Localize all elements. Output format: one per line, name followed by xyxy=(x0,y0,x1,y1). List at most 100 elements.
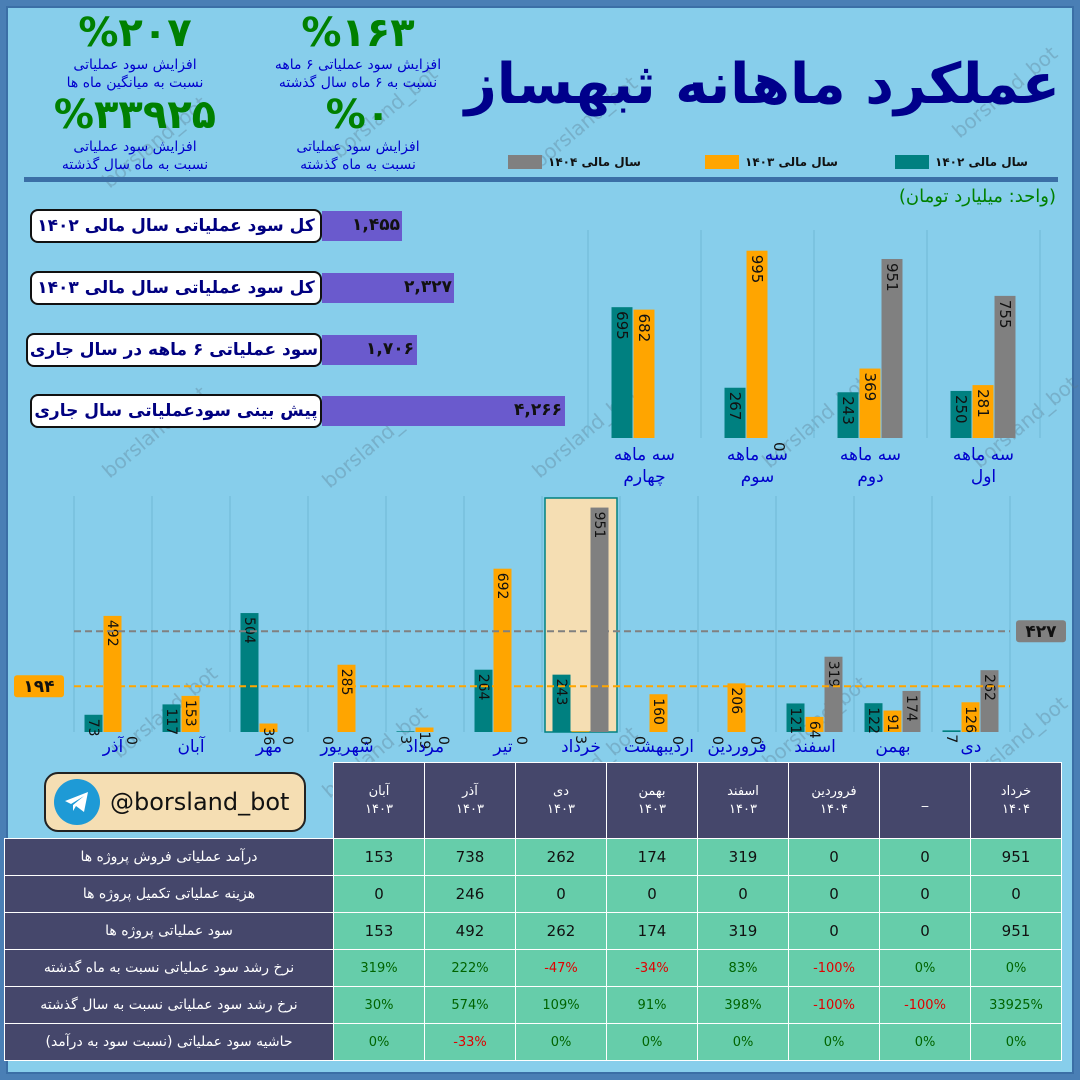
data-label: 160 xyxy=(650,698,666,725)
table-cell: 91% xyxy=(606,986,698,1024)
data-label: 951 xyxy=(591,512,607,539)
data-label: 682 xyxy=(635,314,653,343)
table-cell: 0% xyxy=(970,949,1062,987)
summary-value: ۴,۲۶۶ xyxy=(514,400,562,420)
bar xyxy=(649,694,668,732)
bar xyxy=(942,730,961,732)
table-cell: 262 xyxy=(515,838,607,876)
bar xyxy=(961,702,980,732)
category-label: شهریور xyxy=(319,737,373,757)
data-label: 995 xyxy=(748,255,766,284)
table-cell: 0 xyxy=(788,875,880,913)
bar xyxy=(415,727,434,732)
data-label: 755 xyxy=(996,300,1014,329)
table-cell: 222% xyxy=(424,949,516,987)
table-cell: 0 xyxy=(879,838,971,876)
row-label: نرخ رشد سود عملیاتی نسبت به ماه گذشته xyxy=(4,949,334,987)
row-label: درآمد عملیاتی فروش پروژه ها xyxy=(4,838,334,876)
bar xyxy=(240,613,259,732)
bar xyxy=(881,258,903,438)
page-title: عملکرد ماهانه ثبهساز xyxy=(464,52,1060,117)
bar xyxy=(571,731,590,732)
data-label: 73 xyxy=(85,719,101,737)
data-label: 91 xyxy=(884,715,900,733)
data-label: 0 xyxy=(513,736,529,745)
category-label: آبان xyxy=(177,735,205,757)
reference-value: ۱۹۴ xyxy=(23,677,54,697)
brand-badge[interactable]: @borsland_bot xyxy=(44,772,306,832)
table-row: نرخ رشد سود عملیاتی نسبت به سال گذشته 30%… xyxy=(4,986,1062,1024)
table-cell: 951 xyxy=(970,838,1062,876)
reference-value: ۴۲۷ xyxy=(1025,622,1057,642)
bar xyxy=(259,723,278,732)
telegram-icon xyxy=(54,779,100,825)
category-label: دوم xyxy=(857,467,883,487)
unit-label: (واحد: میلیارد تومان) xyxy=(898,186,1056,207)
legend-item: سال مالی ۱۴۰۴ xyxy=(508,152,641,172)
data-label: 262 xyxy=(981,674,997,701)
data-label: 7 xyxy=(943,734,959,743)
table-cell: 319 xyxy=(697,838,789,876)
table-cell: 492 xyxy=(424,912,516,950)
column-header: اسفند ۱۴۰۳ xyxy=(697,762,789,839)
summary-label-box: کل سود عملیاتی سال مالی ۱۴۰۳ xyxy=(30,271,322,305)
data-label: 174 xyxy=(903,695,919,722)
bar xyxy=(837,392,859,438)
data-label: 267 xyxy=(726,392,744,421)
bar xyxy=(994,295,1016,438)
bar xyxy=(724,387,746,438)
table-cell: 33925% xyxy=(970,986,1062,1024)
data-label: 250 xyxy=(952,395,970,424)
kpi-line: نسبت به ماه گذشته xyxy=(300,157,416,173)
reference-badge xyxy=(1016,620,1066,643)
bar xyxy=(746,250,768,438)
table-cell: 0% xyxy=(515,1023,607,1061)
column-header: دی ۱۴۰۳ xyxy=(515,762,607,839)
table-header-row: آبان ۱۴۰۳ آذر ۱۴۰۳ دی ۱۴۰۳ بهمن ۱۴۰۳ اسفند ۱۴… xyxy=(5,762,1062,839)
kpi-value: %۳۳۹۲۵ xyxy=(53,92,217,138)
data-label: 243 xyxy=(839,396,857,425)
table-cell: -47% xyxy=(515,949,607,987)
table-cell: 0 xyxy=(788,838,880,876)
table-cell: 153 xyxy=(333,838,425,876)
bar xyxy=(493,568,512,732)
table-row: هزینه عملیاتی تکمیل پروژه ها 0 246 0 0 0 0 0 0 xyxy=(4,875,1062,913)
summary-bar xyxy=(322,396,565,426)
kpi-card: %۲۰۷ افزایش سود عملیاتی نسبت به میانگین … xyxy=(20,10,250,92)
reference-badge xyxy=(14,675,64,698)
table-cell: 398% xyxy=(697,986,789,1024)
data-label: 19 xyxy=(416,732,432,750)
data-label: 3 xyxy=(572,735,588,744)
column-header: فروردین ۱۴۰۴ xyxy=(788,762,880,839)
bar xyxy=(552,674,571,732)
column-header: _ xyxy=(879,762,971,839)
table-cell: 153 xyxy=(333,912,425,950)
summary-value: ۱,۷۰۶ xyxy=(366,339,414,359)
column-header: آبان ۱۴۰۳ xyxy=(333,762,425,839)
column-header: آذر ۱۴۰۳ xyxy=(424,762,516,839)
column-header: خرداد ۱۴۰۴ xyxy=(970,762,1062,839)
summary-bar xyxy=(322,211,402,241)
table-cell: 738 xyxy=(424,838,516,876)
table-cell: 0% xyxy=(788,1023,880,1061)
table-row: نرخ رشد سود عملیاتی نسبت به ماه گذشته 319… xyxy=(4,949,1062,987)
summary-value: ۲,۳۲۷ xyxy=(404,277,452,297)
data-label: 117 xyxy=(163,708,179,735)
category-label: مرداد xyxy=(406,737,444,757)
data-label: 504 xyxy=(241,617,257,644)
category-label: اول xyxy=(971,467,996,487)
legend-label: سال مالی ۱۴۰۲ xyxy=(935,155,1028,169)
category-label: سه ماهه xyxy=(953,445,1014,465)
category-label: سه ماهه xyxy=(840,445,901,465)
legend-label: سال مالی ۱۴۰۳ xyxy=(745,155,838,169)
table-cell: 246 xyxy=(424,875,516,913)
bar xyxy=(611,307,633,438)
data-label: 0 xyxy=(279,736,295,745)
data-label: 3 xyxy=(397,735,413,744)
category-label: فروردین xyxy=(707,737,766,757)
table-cell: 0 xyxy=(333,875,425,913)
row-label: حاشیه سود عملیاتی (نسبت سود به درآمد) xyxy=(4,1023,334,1061)
bar xyxy=(786,703,805,732)
